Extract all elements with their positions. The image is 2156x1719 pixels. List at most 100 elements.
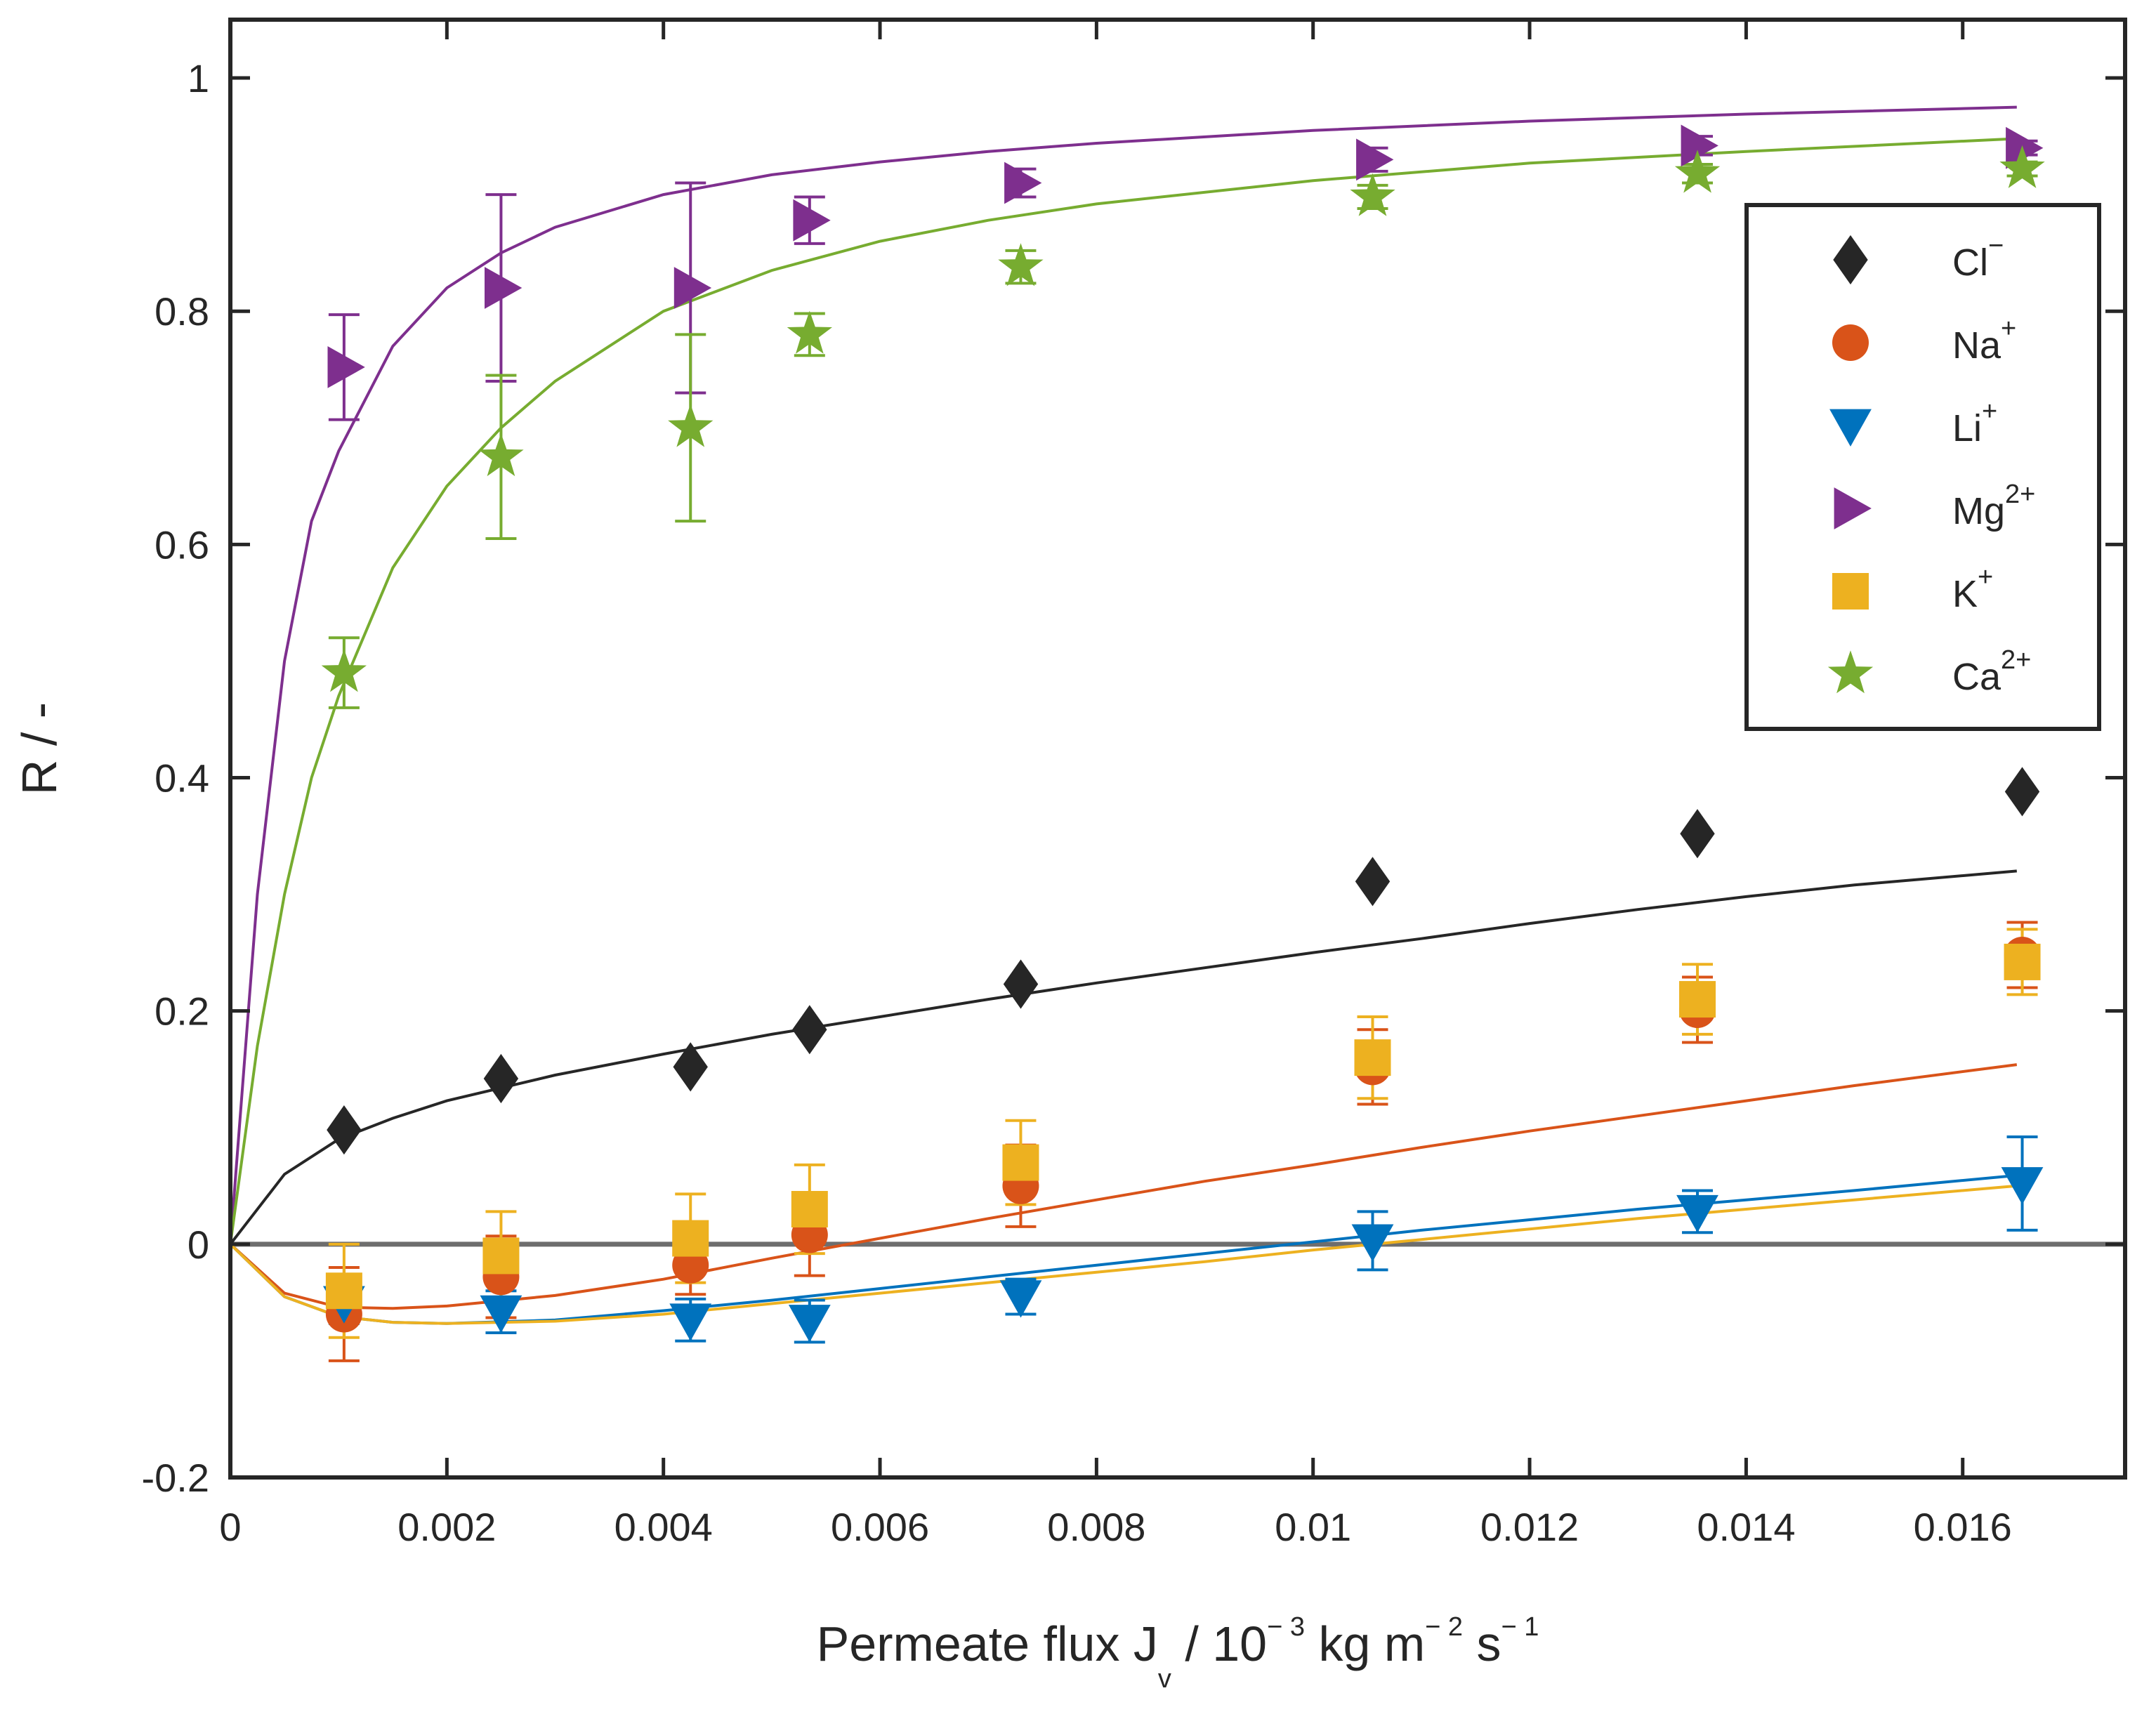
legend-item-mg: Mg2+ <box>1834 480 2035 532</box>
x-tick-label: 0.002 <box>397 1505 496 1549</box>
x-tick-label: 0.01 <box>1275 1505 1351 1549</box>
legend-item-k: K+ <box>1832 562 1993 615</box>
point-cl <box>1680 809 1715 859</box>
x-tick-label: 0.006 <box>831 1505 929 1549</box>
point-k <box>482 1237 520 1275</box>
point-cl <box>483 1053 519 1104</box>
legend-item-li: Li+ <box>1829 397 1997 449</box>
point-cl <box>673 1042 708 1092</box>
legend-ion-charge: + <box>2001 314 2016 343</box>
point-mg <box>1356 138 1394 181</box>
x-tick-label: 0 <box>219 1505 241 1549</box>
y-axis-title: R / - <box>12 702 67 795</box>
x-tick-label: 0.008 <box>1047 1505 1145 1549</box>
point-cl <box>1355 857 1391 907</box>
x-tick-label: 0.014 <box>1697 1505 1795 1549</box>
point-cl <box>792 1005 827 1055</box>
fit-curve-cl <box>229 869 2017 1246</box>
point-ca <box>1674 150 1721 193</box>
y-tick-label: 0.6 <box>155 522 209 567</box>
x-tick-labels: 0 0.002 0.004 0.006 0.008 0.01 0.012 0.014 0.016 <box>219 1505 2011 1549</box>
point-k <box>1354 1039 1391 1076</box>
point-k <box>1679 981 1716 1018</box>
legend-ion-name: Li <box>1952 407 1982 449</box>
x-tick-label: 0.004 <box>614 1505 713 1549</box>
point-mg <box>673 267 712 309</box>
legend-label-mg: Mg2+ <box>1952 480 2035 532</box>
y-tick-label: 0 <box>188 1223 209 1267</box>
legend-ion-charge: 2+ <box>2005 480 2035 509</box>
y-tick-label: 0.4 <box>155 756 209 801</box>
point-ca <box>1350 173 1395 216</box>
legend-ion-charge: + <box>1982 397 1997 426</box>
point-k <box>2004 943 2041 980</box>
legend-item-cl: Cl− <box>1833 231 2004 285</box>
point-ca <box>321 649 367 692</box>
point-ca <box>478 433 524 477</box>
legend-marker-mg <box>1834 487 1872 529</box>
point-ca <box>787 310 832 354</box>
legend: Cl−Na+Li+Mg2+K+Ca2+ <box>1744 203 2101 731</box>
legend-marker-na <box>1832 324 1869 361</box>
legend-item-na: Na+ <box>1832 314 2016 367</box>
legend-box <box>1744 203 2101 731</box>
point-li <box>1676 1194 1718 1233</box>
legend-ion-charge: 2+ <box>2001 645 2031 675</box>
legend-ion-name: Na <box>1952 324 2001 367</box>
y-tick-label: 0.8 <box>155 289 209 334</box>
point-k <box>672 1220 709 1257</box>
legend-marker-k <box>1832 573 1869 610</box>
legend-ion-charge: − <box>1988 231 2004 261</box>
legend-ion-name: Cl <box>1952 242 1988 284</box>
point-li <box>480 1295 522 1333</box>
legend-marker-cl <box>1833 235 1868 285</box>
point-li <box>999 1280 1042 1318</box>
point-li <box>1351 1224 1394 1262</box>
point-ca <box>1999 145 2045 188</box>
legend-ion-name: Mg <box>1952 490 2005 532</box>
point-cl <box>327 1105 362 1155</box>
point-ca <box>998 243 1044 286</box>
x-tick-label: 0.016 <box>1914 1505 2012 1549</box>
y-tick-label: -0.2 <box>142 1456 210 1500</box>
legend-label-ca: Ca2+ <box>1952 645 2031 698</box>
point-k <box>325 1272 362 1310</box>
point-k <box>791 1191 828 1228</box>
y-tick-labels: -0.2 0 0.2 0.4 0.6 0.8 1 <box>142 56 210 1500</box>
point-li <box>669 1303 712 1341</box>
point-cl <box>2004 767 2040 817</box>
point-li <box>2001 1167 2044 1205</box>
legend-label-cl: Cl− <box>1952 231 2004 284</box>
point-ca <box>668 404 714 447</box>
point-mg <box>1681 124 1718 167</box>
x-axis-title: Permeate flux Jv / 10− 3 kg m− 2 s− 1 <box>817 1612 1539 1694</box>
point-mg <box>793 199 831 242</box>
x-tick-label: 0.012 <box>1480 1505 1579 1549</box>
legend-ion-name: Ca <box>1952 656 2001 698</box>
fit-curves <box>229 105 2018 1325</box>
point-mg <box>2006 126 2044 169</box>
fit-curve-mg <box>229 105 2017 1244</box>
legend-label-li: Li+ <box>1952 397 1997 449</box>
point-mg <box>485 267 522 309</box>
fit-curve-ca <box>229 137 2017 1245</box>
y-tick-label: 0.2 <box>155 989 209 1034</box>
data-markers <box>321 124 2045 1343</box>
legend-label-na: Na+ <box>1952 314 2016 367</box>
legend-ion-name: K <box>1952 573 1978 615</box>
point-mg <box>327 346 365 388</box>
legend-item-ca: Ca2+ <box>1827 645 2031 698</box>
legend-marker-li <box>1829 409 1872 447</box>
legend-marker-ca <box>1827 650 1874 694</box>
legend-ion-charge: + <box>1978 562 1993 592</box>
fit-curve-na <box>229 1063 2018 1310</box>
legend-label-k: K+ <box>1952 562 1993 615</box>
point-mg <box>1004 162 1042 204</box>
axis-ticks <box>228 20 2125 1480</box>
point-li <box>788 1305 831 1343</box>
fit-curve-k <box>229 1184 2017 1325</box>
y-tick-label: 1 <box>188 56 209 100</box>
point-k <box>1002 1144 1039 1181</box>
point-cl <box>1003 959 1039 1009</box>
